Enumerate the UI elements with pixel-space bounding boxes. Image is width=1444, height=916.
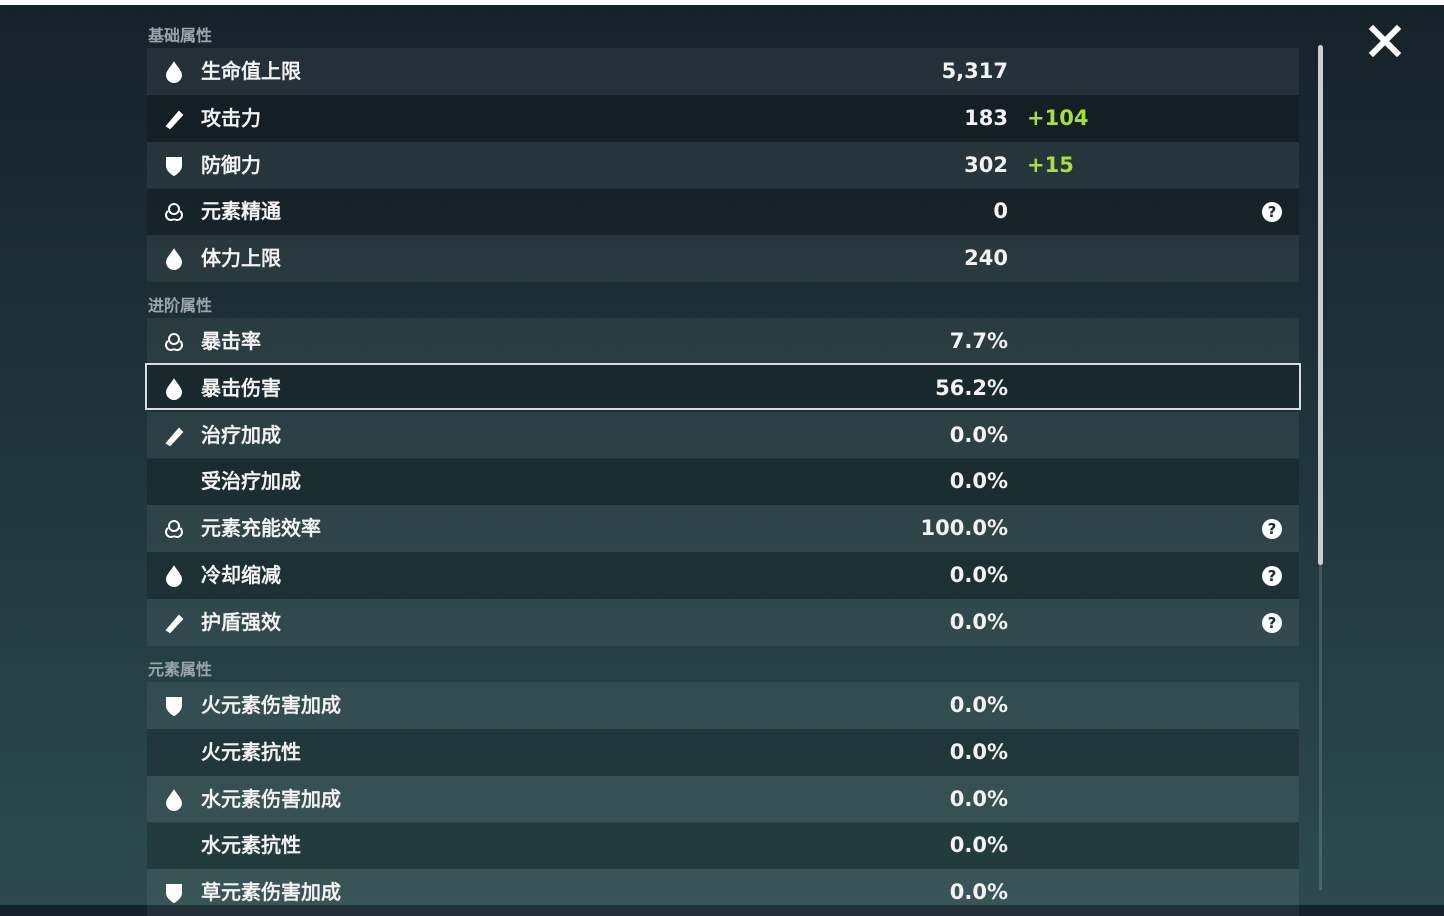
stat-value: 0.0%	[949, 786, 1008, 811]
stat-row[interactable]: 火元素伤害加成 0.0%	[147, 682, 1299, 729]
stat-icon	[165, 377, 183, 400]
stat-icon	[165, 333, 183, 351]
stat-row[interactable]: 元素充能效率 100.0%?	[147, 505, 1299, 553]
section-title: 元素属性	[148, 660, 213, 679]
stat-value: 56.2%	[935, 375, 1008, 400]
stat-row[interactable]: 水元素抗性 0.0%	[147, 822, 1299, 870]
top-strip	[0, 0, 1444, 5]
stat-bonus: +104	[1027, 105, 1089, 130]
stat-icon	[166, 156, 182, 176]
stat-row[interactable]: 冷却缩减 0.0%?	[147, 552, 1299, 599]
help-button[interactable]: ?	[1262, 202, 1282, 223]
stat-label: 火元素伤害加成	[201, 693, 341, 717]
stat-icon	[165, 614, 184, 634]
stat-row[interactable]: 草元素伤害加成 0.0%	[147, 869, 1299, 916]
help-button[interactable]: ?	[1262, 519, 1282, 540]
stat-value: 0.0%	[949, 833, 1008, 858]
help-button[interactable]: ?	[1262, 566, 1282, 586]
stat-value: 0.0%	[949, 693, 1008, 717]
stat-label: 生命值上限	[201, 59, 301, 83]
close-button[interactable]	[1368, 24, 1402, 58]
stat-row[interactable]: 暴击率 7.7%	[147, 318, 1299, 365]
stat-label: 冷却缩减	[201, 563, 281, 587]
stat-value: 0	[993, 199, 1008, 224]
stat-icon	[165, 110, 184, 130]
stat-label: 草元素伤害加成	[201, 880, 341, 905]
stat-value: 0.0%	[949, 469, 1008, 494]
stat-value: 0.0%	[949, 422, 1008, 447]
stat-row[interactable]: 攻击力 183 +104	[147, 94, 1299, 142]
stat-label: 体力上限	[201, 246, 281, 271]
stat-row[interactable]: 体力上限 240	[147, 235, 1299, 283]
stat-icon	[165, 520, 183, 539]
section-title: 进阶属性	[148, 296, 213, 315]
stat-row[interactable]: 元素精通 0?	[147, 188, 1299, 236]
stat-label: 攻击力	[201, 105, 261, 130]
scrollbar[interactable]	[1318, 45, 1323, 565]
stat-value: 240	[964, 246, 1008, 271]
stat-label: 暴击率	[201, 329, 261, 353]
stat-label: 火元素抗性	[201, 739, 301, 764]
stat-value: 7.7%	[949, 329, 1008, 353]
stat-label: 受治疗加成	[201, 469, 301, 494]
stat-row[interactable]: 护盾强效 0.0%?	[147, 598, 1299, 646]
stat-value: 183	[964, 105, 1008, 130]
stat-label: 水元素伤害加成	[201, 786, 341, 811]
stat-value: 302	[964, 152, 1008, 177]
stat-value: 5,317	[941, 59, 1008, 83]
stat-icon	[166, 884, 182, 904]
stat-label: 元素充能效率	[201, 516, 321, 541]
stat-label: 元素精通	[201, 199, 281, 224]
stat-icon	[165, 203, 183, 222]
stat-icon	[166, 697, 182, 717]
stat-value: 0.0%	[949, 609, 1008, 634]
stat-value: 0.0%	[949, 563, 1008, 587]
stat-icon	[165, 788, 183, 811]
stat-value: 100.0%	[920, 516, 1008, 541]
stat-row[interactable]: 防御力 302 +15	[147, 141, 1299, 189]
stat-value: 0.0%	[949, 739, 1008, 764]
stat-icon	[165, 427, 184, 446]
stat-icon	[165, 248, 183, 271]
stat-label: 暴击伤害	[201, 375, 281, 400]
stat-label: 治疗加成	[201, 422, 281, 447]
stat-label: 水元素抗性	[201, 833, 301, 858]
stat-label: 防御力	[201, 152, 261, 177]
stat-row[interactable]: 暴击伤害 56.2%	[145, 362, 1301, 410]
stat-icon	[165, 61, 183, 83]
stat-row[interactable]: 生命值上限 5,317	[147, 48, 1299, 95]
stat-value: 0.0%	[949, 880, 1008, 905]
stat-icon	[165, 565, 183, 587]
section-title: 基础属性	[148, 26, 213, 45]
stat-label: 护盾强效	[201, 609, 281, 634]
stat-row[interactable]: 受治疗加成 0.0%	[147, 458, 1299, 506]
stat-row[interactable]: 火元素抗性 0.0%	[147, 728, 1299, 776]
stat-row[interactable]: 水元素伤害加成 0.0%	[147, 775, 1299, 823]
stat-row[interactable]: 治疗加成 0.0%	[147, 411, 1299, 459]
help-button[interactable]: ?	[1262, 612, 1282, 633]
stat-bonus: +15	[1027, 152, 1074, 177]
